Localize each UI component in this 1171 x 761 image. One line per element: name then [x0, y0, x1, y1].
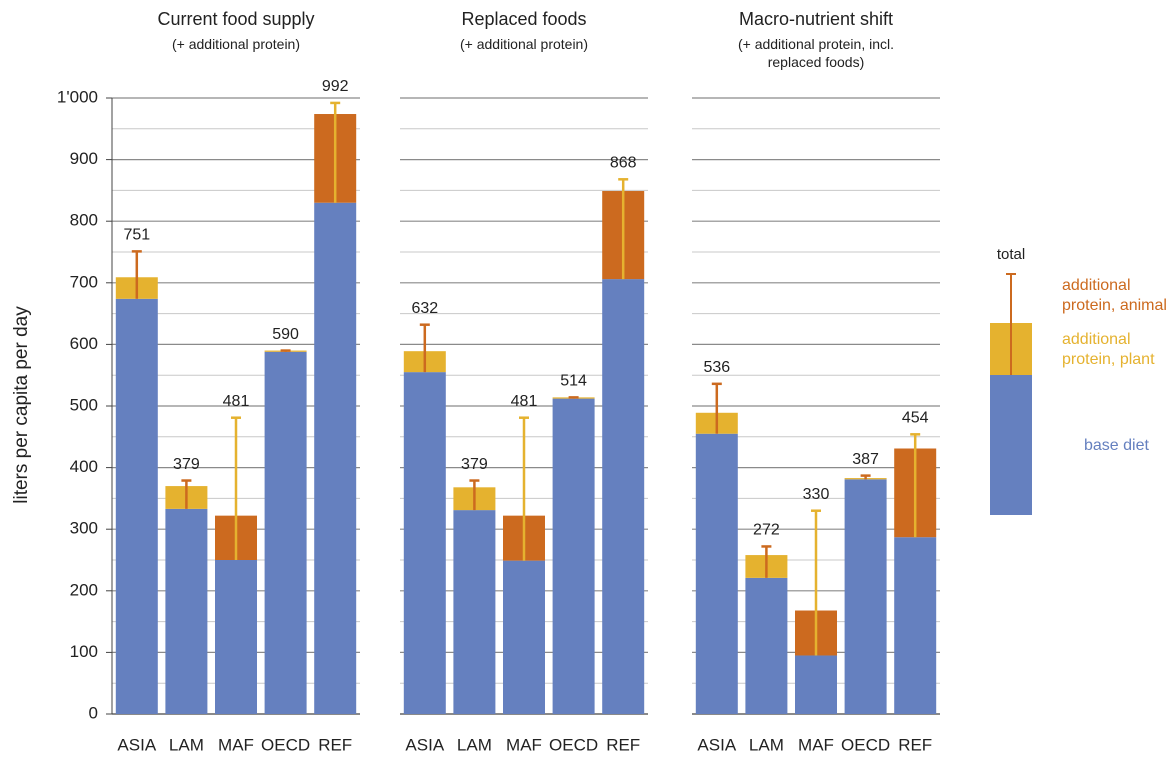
legend-label: additional protein, plant: [1062, 331, 1155, 368]
bar-segment: [503, 560, 545, 714]
y-tick-label: 700: [70, 272, 98, 291]
legend-label: base diet: [1084, 437, 1149, 454]
total-label: 632: [411, 300, 438, 317]
total-label: 272: [753, 522, 780, 539]
bar-segment: [695, 433, 738, 714]
bar-segment: [115, 298, 158, 714]
y-tick-label: 200: [70, 580, 98, 599]
total-label: 330: [803, 486, 830, 503]
x-tick-label: OECD: [261, 735, 310, 754]
x-tick-label: LAM: [457, 735, 492, 754]
total-label: 481: [223, 393, 250, 410]
bar-segment: [844, 479, 887, 714]
panel-subtitle: (+ additional protein): [171, 36, 301, 52]
total-label: 868: [610, 155, 637, 172]
y-tick-label: 300: [70, 519, 98, 538]
total-label: 379: [461, 456, 488, 473]
y-tick-label: 500: [70, 395, 98, 414]
panel-title: Replaced foods: [461, 9, 587, 29]
y-tick-label: 400: [70, 457, 98, 476]
x-tick-label: ASIA: [697, 735, 736, 754]
x-tick-label: MAF: [506, 735, 542, 754]
x-tick-label: MAF: [798, 735, 834, 754]
y-tick-label: 800: [70, 211, 98, 230]
legend-swatch: [990, 375, 1032, 515]
panel-subtitle: (+ additional protein): [459, 36, 589, 52]
bar-segment: [314, 202, 357, 714]
legend-label: total: [996, 246, 1026, 263]
panel-title: Macro-nutrient shift: [738, 9, 894, 29]
panel-subtitle: (+ additional protein, incl. replaced fo…: [737, 36, 895, 70]
x-tick-label: LAM: [169, 735, 204, 754]
x-tick-label: ASIA: [117, 735, 156, 754]
total-label: 514: [560, 373, 587, 390]
y-tick-label: 900: [70, 149, 98, 168]
x-tick-label: LAM: [749, 735, 784, 754]
bar-segment: [745, 577, 788, 714]
total-label: 590: [272, 326, 299, 343]
x-tick-label: OECD: [549, 735, 598, 754]
total-label: 379: [173, 456, 200, 473]
x-tick-label: MAF: [218, 735, 254, 754]
x-tick-label: ASIA: [405, 735, 444, 754]
bar-segment: [264, 351, 307, 714]
y-tick-label: 100: [70, 642, 98, 661]
total-label: 387: [852, 451, 879, 468]
x-tick-label: REF: [898, 735, 932, 754]
y-tick-label: 1'000: [57, 87, 98, 106]
total-label: 751: [123, 227, 150, 244]
bar-segment: [453, 510, 496, 714]
y-tick-label: 0: [89, 703, 98, 722]
total-label: 454: [902, 410, 929, 427]
legend-label: additional protein, animal: [1062, 277, 1167, 314]
x-tick-label: REF: [606, 735, 640, 754]
total-label: 481: [511, 393, 538, 410]
x-tick-label: REF: [318, 735, 352, 754]
bar-segment: [795, 655, 837, 714]
y-tick-label: 600: [70, 334, 98, 353]
y-axis-label: liters per capita per day: [11, 306, 32, 504]
bar-segment: [215, 560, 257, 714]
bar-segment: [403, 372, 446, 714]
x-tick-label: OECD: [841, 735, 890, 754]
bar-segment: [165, 508, 208, 714]
bar-segment: [602, 279, 645, 714]
total-label: 992: [322, 78, 349, 95]
bar-segment: [552, 398, 595, 714]
bar-segment: [894, 537, 937, 714]
total-label: 536: [703, 359, 730, 376]
panel-title: Current food supply: [157, 9, 315, 29]
